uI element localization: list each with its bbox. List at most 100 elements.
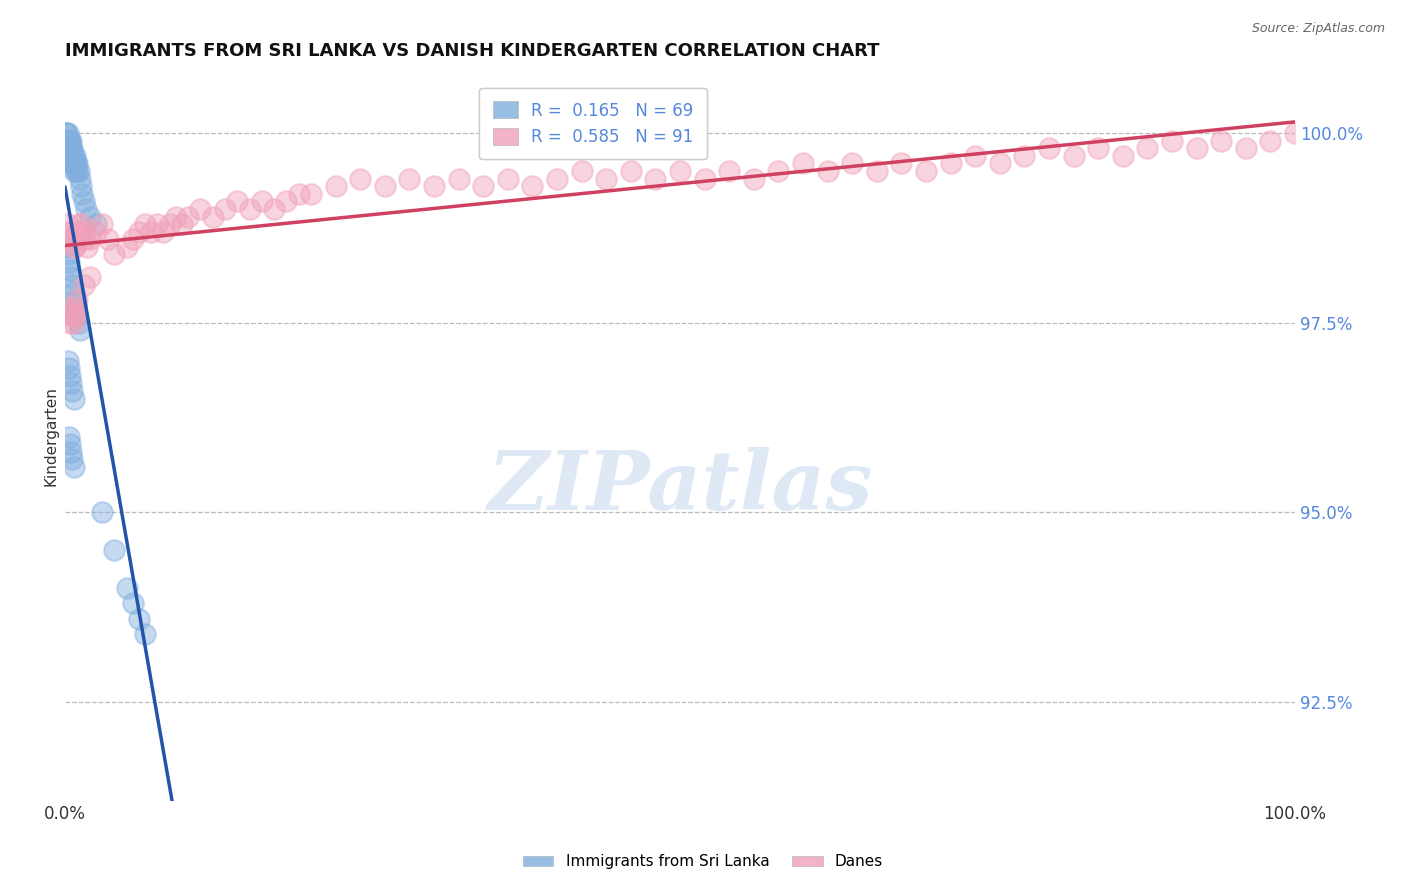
Point [79, 210, 101, 224]
Point [59, 149, 82, 163]
Point [63, 149, 86, 163]
Point [190, 202, 212, 216]
Point [325, 179, 347, 194]
Point [299, 186, 322, 201]
Point [60, 149, 83, 163]
Point [66, 225, 89, 239]
Point [62, 232, 84, 246]
Point [56, 126, 79, 140]
Point [276, 194, 298, 209]
Point [1087, 141, 1109, 155]
Point [60, 270, 83, 285]
Point [1063, 149, 1085, 163]
Point [128, 225, 150, 239]
Point [170, 217, 193, 231]
Point [115, 581, 138, 595]
Point [152, 225, 174, 239]
Point [62, 149, 84, 163]
Point [287, 186, 309, 201]
Point [59, 225, 82, 239]
Point [62, 285, 84, 300]
Point [84, 225, 107, 239]
Point [1014, 149, 1036, 163]
Point [59, 316, 82, 330]
Point [62, 277, 84, 292]
Point [59, 437, 82, 451]
Point [65, 232, 87, 246]
Point [65, 156, 87, 170]
Text: IMMIGRANTS FROM SRI LANKA VS DANISH KINDERGARTEN CORRELATION CHART: IMMIGRANTS FROM SRI LANKA VS DANISH KIND… [65, 42, 880, 60]
Point [1234, 141, 1257, 155]
Point [58, 134, 80, 148]
Legend: Immigrants from Sri Lanka, Danes: Immigrants from Sri Lanka, Danes [516, 848, 890, 875]
Point [58, 361, 80, 376]
Point [55, 134, 77, 148]
Point [263, 202, 285, 216]
Point [159, 217, 181, 231]
Point [472, 179, 495, 194]
Point [56, 141, 79, 155]
Point [146, 217, 169, 231]
Point [72, 277, 94, 292]
Point [84, 217, 107, 231]
Point [60, 301, 83, 315]
Point [63, 293, 86, 307]
Point [1161, 134, 1184, 148]
Point [56, 134, 79, 148]
Point [65, 301, 87, 315]
Point [70, 179, 93, 194]
Point [693, 171, 716, 186]
Point [60, 232, 83, 246]
Point [792, 156, 814, 170]
Point [988, 156, 1011, 170]
Point [1112, 149, 1135, 163]
Text: ZIPatlas: ZIPatlas [488, 448, 873, 527]
Point [72, 194, 94, 209]
Point [79, 232, 101, 246]
Point [226, 194, 249, 209]
Point [349, 171, 371, 186]
Point [546, 171, 568, 186]
Point [214, 202, 236, 216]
Point [447, 171, 470, 186]
Point [1260, 134, 1282, 148]
Point [69, 323, 91, 337]
Point [62, 452, 84, 467]
Point [62, 459, 84, 474]
Point [62, 384, 84, 398]
Y-axis label: Kindergarten: Kindergarten [44, 386, 58, 486]
Point [103, 247, 125, 261]
Point [62, 392, 84, 406]
Point [66, 164, 89, 178]
Point [62, 141, 84, 155]
Point [965, 149, 987, 163]
Point [62, 308, 84, 322]
Point [76, 240, 98, 254]
Point [91, 505, 114, 519]
Text: Source: ZipAtlas.com: Source: ZipAtlas.com [1251, 22, 1385, 36]
Point [742, 171, 765, 186]
Point [177, 210, 200, 224]
Point [66, 293, 89, 307]
Point [58, 141, 80, 155]
Point [63, 308, 86, 322]
Point [423, 179, 446, 194]
Point [67, 316, 90, 330]
Point [58, 429, 80, 443]
Point [121, 232, 143, 246]
Point [1185, 141, 1208, 155]
Point [522, 179, 544, 194]
Point [238, 202, 260, 216]
Point [56, 247, 79, 261]
Point [72, 225, 94, 239]
Point [58, 225, 80, 239]
Point [890, 156, 912, 170]
Point [250, 194, 273, 209]
Point [398, 171, 420, 186]
Point [718, 164, 741, 178]
Point [59, 141, 82, 155]
Point [768, 164, 790, 178]
Point [79, 270, 101, 285]
Point [571, 164, 593, 178]
Point [67, 164, 90, 178]
